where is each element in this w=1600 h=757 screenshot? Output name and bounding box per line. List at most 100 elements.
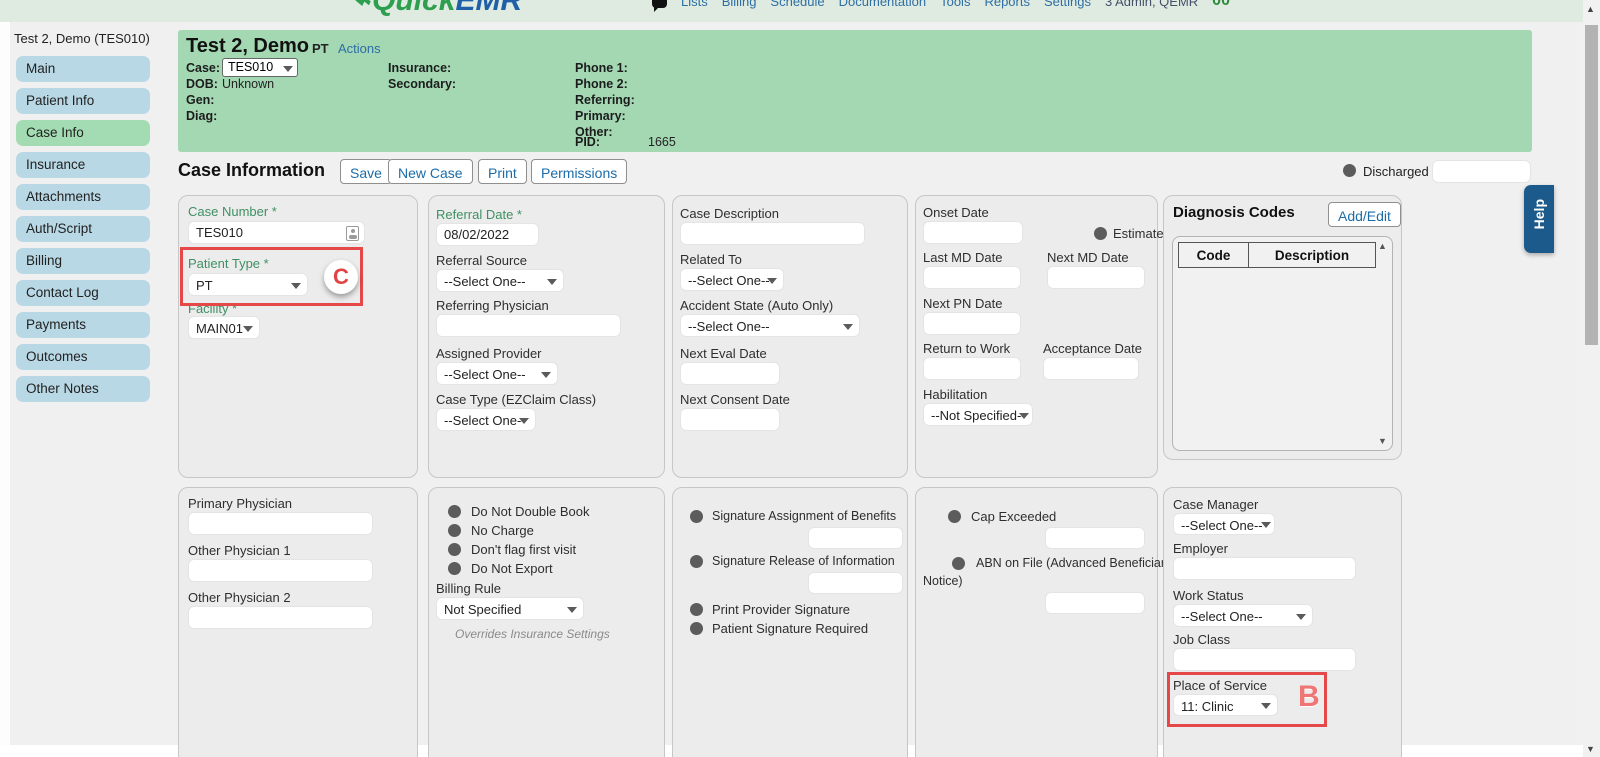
signature-release-date-input[interactable] [808, 572, 903, 594]
other-physician-2-input[interactable] [188, 606, 373, 629]
patient-signature-required-checkbox[interactable] [690, 622, 703, 635]
discharged-checkbox[interactable] [1343, 164, 1356, 177]
diag-label: Diag: [186, 109, 218, 123]
acceptance-date-input[interactable] [1043, 357, 1139, 380]
sidebar-item-payments[interactable]: Payments [16, 312, 150, 338]
last-md-date-input[interactable] [923, 266, 1021, 289]
sidebar-item-auth-script[interactable]: Auth/Script [16, 216, 150, 242]
next-pn-date-input[interactable] [923, 312, 1021, 335]
work-status-select[interactable]: --Select One-- [1173, 604, 1313, 627]
case-type-label: Case Type (EZClaim Class) [436, 392, 597, 407]
patient-type-select[interactable]: PT [188, 273, 308, 296]
job-class-input[interactable] [1173, 648, 1356, 671]
place-of-service-label: Place of Service [1173, 678, 1267, 693]
sidebar-item-outcomes[interactable]: Outcomes [16, 344, 150, 370]
nav-billing[interactable]: Billing [721, 0, 757, 9]
related-to-select[interactable]: --Select One-- [680, 268, 784, 291]
billing-rule-select[interactable]: Not Specified [436, 597, 584, 620]
scrollbar-thumb[interactable] [1585, 25, 1598, 345]
signature-assignment-date-input[interactable] [808, 527, 903, 549]
return-to-work-input[interactable] [923, 357, 1021, 380]
nav-count-badge: 00 [1212, 0, 1230, 9]
diagnosis-table-scrollbar[interactable]: ▲ ▼ [1377, 241, 1389, 446]
nav-user-menu[interactable]: 3 Admin, QEMR [1104, 0, 1199, 9]
chevron-down-icon [843, 324, 853, 330]
referral-date-label: Referral Date * [436, 207, 522, 222]
sidebar-item-case-info[interactable]: Case Info [16, 120, 150, 146]
onset-date-input[interactable] [923, 221, 1023, 244]
scrollbar-down-icon[interactable]: ▼ [1586, 744, 1595, 754]
sidebar-item-main[interactable]: Main [16, 56, 150, 82]
no-charge-checkbox[interactable] [448, 524, 461, 537]
scrollbar-up-icon[interactable]: ▲ [1586, 4, 1595, 14]
abn-date-input[interactable] [1045, 592, 1145, 614]
employer-input[interactable] [1173, 557, 1356, 580]
help-tab[interactable]: Help [1524, 185, 1554, 253]
referral-date-input[interactable]: 08/02/2022 [436, 223, 539, 246]
facility-select[interactable]: MAIN01 [188, 316, 260, 339]
abn-on-file-checkbox[interactable] [952, 557, 965, 570]
case-label: Case: [186, 61, 221, 75]
print-button[interactable]: Print [478, 159, 527, 184]
new-case-button[interactable]: New Case [388, 159, 473, 184]
vertical-scrollbar[interactable]: ▲ ▼ [1583, 0, 1600, 757]
nav-tools[interactable]: Tools [940, 0, 971, 9]
nav-schedule[interactable]: Schedule [770, 0, 825, 9]
nav-lists[interactable]: Lists [681, 0, 708, 9]
abn-on-file-label-line2: Notice) [923, 574, 963, 588]
referring-physician-label: Referring Physician [436, 298, 549, 313]
nav-documentation[interactable]: Documentation [838, 0, 927, 9]
sidebar-item-patient-info[interactable]: Patient Info [16, 88, 150, 114]
case-manager-select[interactable]: --Select One-- [1173, 513, 1275, 535]
case-description-input[interactable] [680, 222, 865, 245]
case-select[interactable]: TES010 [222, 58, 298, 77]
dont-flag-first-visit-checkbox[interactable] [448, 543, 461, 556]
assigned-provider-select[interactable]: --Select One-- [436, 362, 558, 385]
other-physician-1-input[interactable] [188, 559, 373, 582]
estimated-checkbox[interactable] [1094, 227, 1107, 240]
print-provider-signature-checkbox[interactable] [690, 603, 703, 616]
phone2-label: Phone 2: [575, 77, 628, 91]
sidebar-item-billing[interactable]: Billing [16, 248, 150, 274]
permissions-button[interactable]: Permissions [531, 159, 628, 184]
next-consent-date-input[interactable] [680, 408, 780, 431]
scroll-up-icon[interactable]: ▲ [1378, 241, 1387, 251]
add-edit-button[interactable]: Add/Edit [1328, 202, 1401, 227]
next-eval-date-input[interactable] [680, 362, 780, 385]
sidebar-item-insurance[interactable]: Insurance [16, 152, 150, 178]
case-number-input[interactable]: TES010 [188, 221, 365, 244]
signature-release-label: Signature Release of Information [712, 554, 895, 568]
top-navigation-bar: ⌁QuickEMR Lists Billing Schedule Documen… [0, 0, 1600, 22]
do-not-export-checkbox[interactable] [448, 562, 461, 575]
nav-reports[interactable]: Reports [984, 0, 1030, 9]
nav-settings[interactable]: Settings [1043, 0, 1091, 9]
patient-type-tag: PT [312, 41, 329, 56]
next-eval-date-label: Next Eval Date [680, 346, 767, 361]
annotation-c-badge: C [324, 260, 358, 294]
case-type-select[interactable]: --Select One-- [436, 408, 536, 431]
referring-physician-input[interactable] [436, 314, 621, 337]
sidebar-item-contact-log[interactable]: Contact Log [16, 280, 150, 306]
accident-state-select[interactable]: --Select One-- [680, 314, 860, 337]
habilitation-select[interactable]: --Not Specified-- [923, 403, 1033, 426]
place-of-service-select[interactable]: 11: Clinic [1173, 694, 1278, 716]
referral-source-select[interactable]: --Select One-- [436, 269, 564, 292]
do-not-double-book-checkbox[interactable] [448, 505, 461, 518]
chat-icon[interactable] [652, 0, 667, 12]
cap-exceeded-date-input[interactable] [1045, 527, 1145, 549]
signature-release-checkbox[interactable] [690, 555, 703, 568]
sidebar-item-attachments[interactable]: Attachments [16, 184, 150, 210]
abn-on-file-label-line1: ABN on File (Advanced Beneficiary [976, 556, 1172, 570]
cap-exceeded-checkbox[interactable] [948, 510, 961, 523]
save-button[interactable]: Save [340, 159, 392, 184]
primary-physician-input[interactable] [188, 512, 373, 535]
actions-link[interactable]: Actions [338, 41, 381, 56]
sidebar-item-other-notes[interactable]: Other Notes [16, 376, 150, 402]
next-md-date-input[interactable] [1047, 266, 1145, 289]
patient-type-label: Patient Type * [188, 256, 269, 271]
signature-assignment-checkbox[interactable] [690, 510, 703, 523]
scroll-down-icon[interactable]: ▼ [1378, 436, 1387, 446]
discharged-date-input[interactable] [1432, 160, 1531, 183]
other-physician-1-label: Other Physician 1 [188, 543, 291, 558]
